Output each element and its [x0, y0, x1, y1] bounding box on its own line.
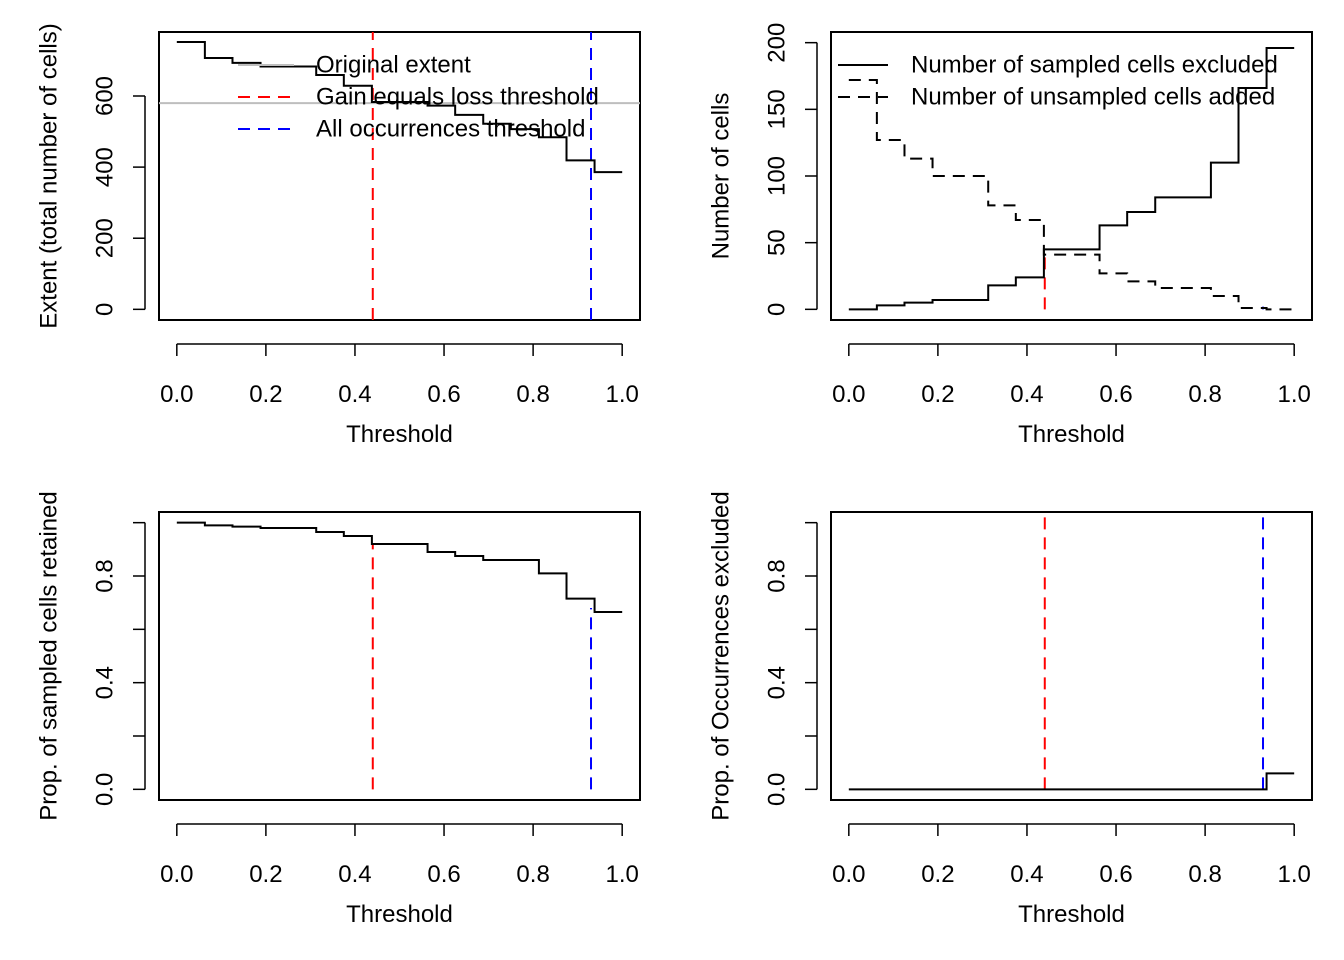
y-axis-title: Extent (total number of cells)	[36, 23, 63, 328]
x-tick-label: 0.8	[1188, 861, 1221, 888]
x-axis-title: Threshold	[1018, 421, 1125, 448]
x-tick-label: 0.2	[921, 381, 954, 408]
y-tick-label: 0.4	[92, 666, 119, 699]
x-tick-label: 1.0	[1277, 381, 1310, 408]
legend-label: Number of unsampled cells added	[911, 84, 1275, 111]
y-tick-label: 150	[764, 89, 791, 129]
plot-box	[830, 511, 1313, 801]
legend-label: Original extent	[316, 52, 471, 79]
y-tick-label: 0.8	[92, 559, 119, 592]
x-tick-label: 0.0	[832, 861, 865, 888]
x-tick-label: 0.6	[427, 861, 460, 888]
x-tick-label: 0.8	[516, 861, 549, 888]
x-axis-title: Threshold	[1018, 901, 1125, 928]
plot-box	[830, 31, 1313, 321]
y-axis-title: Prop. of Occurrences excluded	[708, 491, 735, 821]
x-tick-label: 0.0	[160, 381, 193, 408]
x-tick-label: 0.0	[832, 381, 865, 408]
panel-prop-occurrences-excluded: 0.0 0.2 0.4 0.6 0.8 1.0 Threshold 0.0 0.4 0.8 Prop…	[708, 491, 1313, 928]
y-tick-label: 200	[764, 23, 791, 63]
x-tick-label: 0.6	[427, 381, 460, 408]
x-tick-label: 0.6	[1099, 861, 1132, 888]
legend: Original extent Gain equals loss threshol…	[238, 52, 599, 143]
legend: Number of sampled cells excluded Number o…	[838, 52, 1278, 111]
y-tick-label: 50	[764, 229, 791, 256]
series-line-1	[848, 79, 1295, 311]
panel-extent: 0.0 0.2 0.4 0.6 0.8 1.0 Threshold 0 200 400 600 Ext…	[36, 23, 641, 448]
y-tick-label: 0	[764, 303, 791, 316]
plot-area	[848, 512, 1295, 791]
y-tick-label: 0.4	[764, 666, 791, 699]
series-line-0	[176, 521, 623, 613]
x-tick-label: 0.4	[338, 861, 371, 888]
x-tick-label: 1.0	[605, 381, 638, 408]
y-tick-label: 0	[92, 303, 119, 316]
y-tick-label: 0.0	[92, 773, 119, 806]
x-tick-label: 1.0	[605, 861, 638, 888]
plot-box	[158, 31, 641, 321]
series-line-0	[848, 47, 1295, 311]
x-tick-label: 0.8	[1188, 381, 1221, 408]
series-line-0	[848, 772, 1295, 791]
y-tick-label: 0.0	[764, 773, 791, 806]
x-tick-label: 0.4	[1010, 381, 1043, 408]
legend-label: Number of sampled cells excluded	[911, 52, 1278, 79]
y-tick-label: 600	[92, 76, 119, 116]
legend-label: All occurrences threshold	[316, 116, 585, 143]
x-axis-title: Threshold	[346, 901, 453, 928]
y-tick-label: 100	[764, 156, 791, 196]
y-axis-title: Prop. of sampled cells retained	[36, 491, 63, 821]
x-tick-label: 0.6	[1099, 381, 1132, 408]
series-line-0	[176, 40, 623, 174]
x-tick-label: 0.8	[516, 381, 549, 408]
plot-box	[158, 511, 641, 801]
y-tick-label: 200	[92, 218, 119, 258]
plot-area	[159, 32, 640, 320]
x-axis-title: Threshold	[346, 421, 453, 448]
x-tick-label: 0.4	[338, 381, 371, 408]
x-tick-label: 0.2	[921, 861, 954, 888]
x-tick-label: 0.2	[249, 861, 282, 888]
y-tick-label: 400	[92, 147, 119, 187]
y-axis-title: Number of cells	[708, 93, 735, 260]
plot-area	[176, 521, 623, 790]
x-tick-label: 0.0	[160, 861, 193, 888]
plot-area	[848, 47, 1295, 311]
x-tick-label: 1.0	[1277, 861, 1310, 888]
x-tick-label: 0.2	[249, 381, 282, 408]
x-tick-label: 0.4	[1010, 861, 1043, 888]
legend-label: Gain equals loss threshold	[316, 84, 599, 111]
panel-prop-sampled-retained: 0.0 0.2 0.4 0.6 0.8 1.0 Threshold 0.0 0.4 0.8 Prop…	[36, 491, 641, 928]
y-tick-label: 0.8	[764, 559, 791, 592]
panel-number-of-cells: 0.0 0.2 0.4 0.6 0.8 1.0 Threshold 0 50 100 150 200 N…	[708, 23, 1313, 448]
